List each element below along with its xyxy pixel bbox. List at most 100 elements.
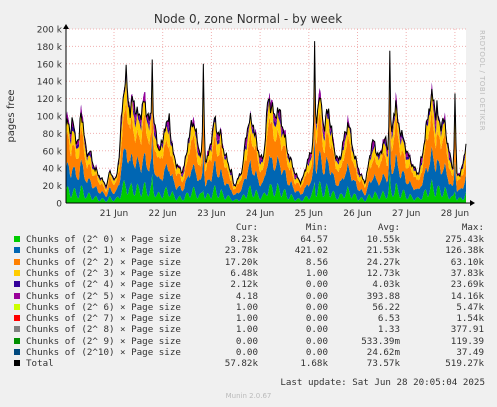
legend-row: Total 57.82k 1.68k 73.57k 519.27k xyxy=(14,358,484,370)
legend-row: Chunks of (2^ 3) × Page size 6.48k 1.00 12.… xyxy=(14,268,484,280)
legend-label: Chunks of (2^ 9) × Page size xyxy=(26,335,181,347)
legend-avg: 393.88 xyxy=(366,290,400,302)
legend-cur: 0.00 xyxy=(235,347,258,358)
legend-max: 275.43k xyxy=(445,234,484,245)
legend-label: Chunks of (2^ 3) × Page size xyxy=(26,267,181,279)
chart: Node 0, zone Normal - by week pages free… xyxy=(6,12,475,219)
legend-max: 23.69k xyxy=(450,279,484,291)
series-areas xyxy=(66,41,466,203)
legend-min: 0.00 xyxy=(305,347,328,358)
y-tick-label: 80 k xyxy=(42,130,62,140)
legend-avg: 73.57k xyxy=(366,358,400,370)
x-tick-label: 22 Jun xyxy=(149,209,177,219)
y-tick-label: 100 k xyxy=(37,113,63,123)
rrdtool-credit: RRDTOOL / TOBI OETIKER xyxy=(478,30,486,132)
legend-label: Total xyxy=(26,358,54,370)
legend-row: Chunks of (2^ 7) × Page size 1.00 0.00 6.53… xyxy=(14,313,484,325)
legend-max: 1.54k xyxy=(456,313,484,325)
legend-swatch xyxy=(14,258,20,265)
legend-min: 8.56 xyxy=(305,256,328,268)
legend-label: Chunks of (2^ 4) × Page size xyxy=(26,279,181,291)
legend-swatch xyxy=(14,269,20,276)
legend-avg: 24.62m xyxy=(366,347,400,358)
y-tick-label: 20 k xyxy=(42,182,62,192)
legend-label: Chunks of (2^10) × Page size xyxy=(26,347,181,358)
y-tick-label: 60 k xyxy=(42,147,62,157)
x-tick-label: 26 Jun xyxy=(343,209,371,219)
legend-min: 1.68k xyxy=(300,358,328,370)
legend-min: 1.00 xyxy=(305,267,328,279)
legend-max: 126.38k xyxy=(445,245,484,257)
legend-avg: 1.33 xyxy=(377,324,400,336)
legend-swatch xyxy=(14,337,20,344)
legend-row: Chunks of (2^ 6) × Page size 1.00 0.00 56.2… xyxy=(14,302,484,314)
legend-cur: 1.00 xyxy=(235,313,258,325)
legend-max: 119.39 xyxy=(450,335,484,347)
legend-avg: 56.22 xyxy=(372,301,400,313)
legend-swatch xyxy=(14,326,20,333)
legend-header-cur: Cur: xyxy=(235,222,258,233)
legend-row: Chunks of (2^10) × Page size 0.00 0.00 24.6… xyxy=(14,347,484,359)
legend-swatch xyxy=(14,303,20,310)
legend-row: Chunks of (2^ 8) × Page size 1.00 0.00 1.33… xyxy=(14,324,484,336)
legend-swatch xyxy=(14,315,20,322)
y-tick-label: 120 k xyxy=(37,95,63,105)
y-axis-arrow xyxy=(63,24,69,29)
legend-label: Chunks of (2^ 0) × Page size xyxy=(26,234,181,245)
legend-swatch xyxy=(14,236,20,242)
series-area xyxy=(66,52,466,193)
last-update: Last update: Sat Jun 28 20:05:04 2025 xyxy=(280,377,485,388)
legend-avg: 533.39m xyxy=(361,335,400,347)
legend-cur: 1.00 xyxy=(235,301,258,313)
x-tick-label: 27 Jun xyxy=(392,209,420,219)
y-tick-label: 0 xyxy=(56,200,62,210)
legend-header-min: Min: xyxy=(305,222,328,233)
legend-swatch xyxy=(14,349,20,355)
legend-cur: 2.12k xyxy=(230,279,258,291)
x-tick-label: 28 Jun xyxy=(441,209,469,219)
legend-row: Chunks of (2^ 1) × Page size 23.78k 421.02… xyxy=(14,245,484,257)
legend-min: 0.00 xyxy=(305,324,328,336)
y-tick-labels: 0 20 k 40 k 60 k 80 k 100 k 120 k 140 k 160 k 180… xyxy=(37,26,63,210)
legend-label: Chunks of (2^ 1) × Page size xyxy=(26,245,181,257)
legend-cur: 6.48k xyxy=(230,267,258,279)
legend-max: 519.27k xyxy=(445,358,484,370)
legend-row: Chunks of (2^ 0) × Page size 8.23k 64.57 10… xyxy=(14,234,484,246)
legend-label: Chunks of (2^ 6) × Page size xyxy=(26,301,181,313)
x-tick-label: 21 Jun xyxy=(100,209,128,219)
legend-cur: 1.00 xyxy=(235,324,258,336)
legend-row: Chunks of (2^ 2) × Page size 17.20k 8.56 24… xyxy=(14,257,484,269)
x-tick-label: 25 Jun xyxy=(295,209,323,219)
x-tick-labels: 21 Jun 22 Jun 23 Jun 24 Jun 25 Jun 26 Jun 27 J… xyxy=(100,209,469,219)
legend-avg: 4.03k xyxy=(372,279,400,291)
legend-avg: 21.53k xyxy=(366,245,400,257)
legend-header-avg: Avg: xyxy=(377,222,400,233)
munin-version: Munin 2.0.67 xyxy=(225,392,272,400)
legend-cur: 8.23k xyxy=(230,234,258,245)
legend-avg: 12.73k xyxy=(366,267,400,279)
y-tick-label: 140 k xyxy=(37,78,63,88)
legend-min: 0.00 xyxy=(305,313,328,325)
legend-min: 0.00 xyxy=(305,279,328,291)
legend-cur: 0.00 xyxy=(235,335,258,347)
legend-label: Chunks of (2^ 5) × Page size xyxy=(26,290,181,302)
series-area xyxy=(66,126,466,202)
legend-max: 5.47k xyxy=(456,301,484,313)
legend-min: 0.00 xyxy=(305,290,328,302)
legend-swatch xyxy=(14,281,20,288)
legend-avg: 24.27k xyxy=(366,256,400,268)
legend-min: 0.00 xyxy=(305,301,328,313)
legend-max: 377.91 xyxy=(450,324,484,336)
x-tick-label: 23 Jun xyxy=(197,209,225,219)
legend-swatch xyxy=(14,247,20,254)
legend-row: Chunks of (2^ 5) × Page size 4.18 0.00 393.… xyxy=(14,291,484,303)
legend-avg: 10.55k xyxy=(366,234,400,245)
x-tick-label: 24 Jun xyxy=(246,209,274,219)
legend-label: Chunks of (2^ 8) × Page size xyxy=(26,324,181,336)
legend-avg: 6.53 xyxy=(377,313,400,325)
y-axis-label: pages free xyxy=(6,89,17,142)
legend-row: Chunks of (2^ 4) × Page size 2.12k 0.00 4.0… xyxy=(14,279,484,291)
legend-label: Chunks of (2^ 2) × Page size xyxy=(26,256,181,268)
y-tick-label: 160 k xyxy=(37,60,63,70)
y-tick-label: 200 k xyxy=(37,26,63,36)
